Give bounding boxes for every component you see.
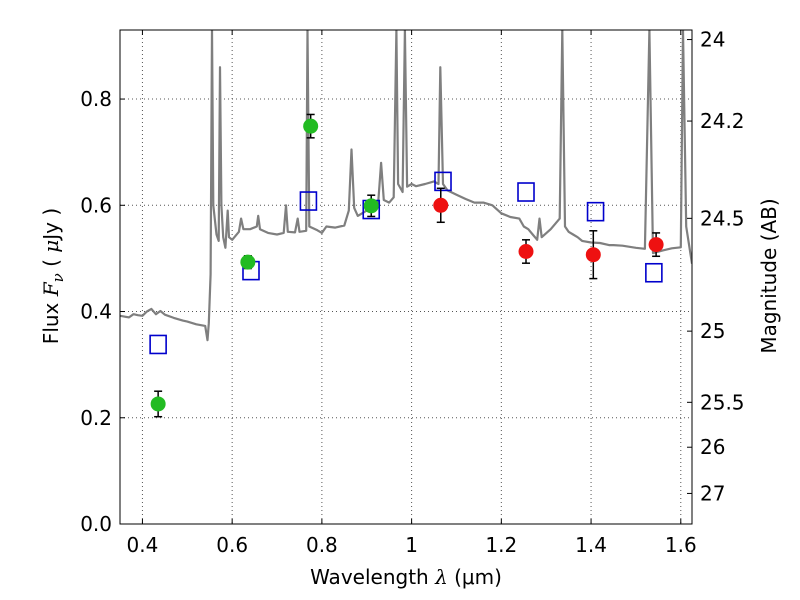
y-tick-label: 0.0 <box>80 512 112 536</box>
model-photometry-square <box>586 201 605 222</box>
y-tick-label: 0.2 <box>80 406 112 430</box>
axis-ticks: 0.4 0.6 0.8 1 1.2 1.4 1.6 0.0 0.2 0.4 0.6 0.8 24 24.2… <box>80 28 744 557</box>
x-tick-label: 1.2 <box>485 533 517 557</box>
nir-data-point <box>518 244 534 260</box>
y2-tick-label: 25.5 <box>700 390 745 414</box>
y-tick-label: 0.8 <box>80 87 112 111</box>
model-photometry-square <box>517 182 535 202</box>
model-photometry-square <box>434 171 452 192</box>
model-photometry-square <box>645 262 663 283</box>
x-tick-label: 0.6 <box>216 533 248 557</box>
x-tick-label: 1 <box>405 533 418 557</box>
y-tick-label: 0.4 <box>80 300 112 324</box>
optical-data-point <box>363 198 379 214</box>
plot-series <box>120 30 692 418</box>
x-tick-label: 1.6 <box>665 533 697 557</box>
model-photometry-square <box>149 334 167 355</box>
model-spectrum-line <box>120 30 692 342</box>
nir-data-point <box>433 197 449 213</box>
y2-tick-label: 24 <box>700 28 725 52</box>
y2-tick-label: 24.5 <box>700 206 745 230</box>
x-tick-label: 1.4 <box>575 533 607 557</box>
y-axis-label: Flux Fν ( μJy ) <box>39 208 67 344</box>
optical-data-point <box>303 118 319 134</box>
x-axis-label: Wavelength λ (μm) <box>310 565 502 589</box>
nir-data-point <box>648 237 664 253</box>
y2-axis-label: Magnitude (AB) <box>757 198 781 353</box>
optical-data-point <box>150 396 166 412</box>
y2-tick-label: 24.2 <box>700 109 745 133</box>
y2-tick-label: 27 <box>700 481 725 505</box>
y-tick-label: 0.6 <box>80 193 112 217</box>
plot-frame <box>119 29 693 525</box>
x-tick-label: 0.8 <box>306 533 338 557</box>
x-tick-label: 0.4 <box>127 533 159 557</box>
y2-tick-label: 25 <box>700 319 725 343</box>
optical-data-point <box>240 254 256 270</box>
model-photometry-square <box>299 191 318 211</box>
nir-data-point <box>585 247 601 263</box>
y2-tick-label: 26 <box>700 435 725 459</box>
